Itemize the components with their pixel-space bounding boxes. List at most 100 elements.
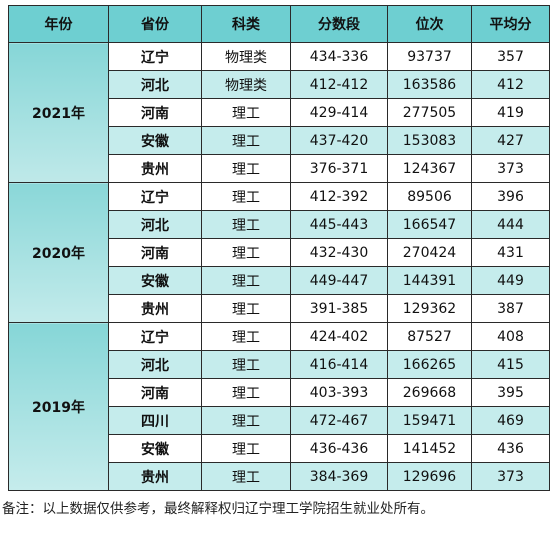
average-cell: 427	[471, 126, 550, 155]
category-cell: 理工	[201, 350, 291, 379]
average-cell: 419	[471, 98, 550, 127]
rank-cell: 129362	[387, 294, 472, 323]
score-range-cell: 445-443	[290, 210, 388, 239]
table-body: 2021年 辽宁 物理类 434-336 93737 357 河北 物理类 412-412 163…	[8, 42, 550, 491]
category-cell: 理工	[201, 98, 291, 127]
table-row: 2020年 辽宁 理工 412-392 89506 396	[8, 182, 550, 323]
footnote: 备注：以上数据仅供参考，最终解释权归辽宁理工学院招生就业处所有。	[2, 501, 434, 517]
average-cell: 373	[471, 154, 550, 183]
admission-score-table: 年份 省份 科类 分数段 位次 平均分 2021年 辽宁 物理类 434-336 937…	[8, 5, 550, 491]
table-row: 河北 理工 445-443 166547 444	[9, 210, 550, 239]
rank-cell: 141452	[387, 434, 472, 463]
rank-cell: 159471	[387, 406, 472, 435]
score-range-cell: 432-430	[290, 238, 388, 267]
province-cell: 辽宁	[108, 322, 202, 351]
score-range-cell: 412-392	[290, 182, 388, 211]
rank-cell: 163586	[387, 70, 472, 99]
rank-cell: 124367	[387, 154, 472, 183]
score-range-cell: 436-436	[290, 434, 388, 463]
score-range-cell: 437-420	[290, 126, 388, 155]
average-cell: 357	[471, 42, 550, 71]
average-cell: 387	[471, 294, 550, 323]
score-range-cell: 384-369	[290, 462, 388, 491]
score-range-cell: 416-414	[290, 350, 388, 379]
score-range-cell: 434-336	[290, 42, 388, 71]
province-cell: 河北	[108, 350, 202, 379]
score-range-cell: 403-393	[290, 378, 388, 407]
province-cell: 河南	[108, 98, 202, 127]
category-cell: 理工	[201, 378, 291, 407]
province-cell: 贵州	[108, 294, 202, 323]
average-cell: 395	[471, 378, 550, 407]
province-cell: 河北	[108, 70, 202, 99]
header-category: 科类	[201, 5, 291, 43]
province-cell: 贵州	[108, 154, 202, 183]
year-cell: 2020年	[8, 182, 109, 323]
province-cell: 安徽	[108, 434, 202, 463]
average-cell: 469	[471, 406, 550, 435]
rank-cell: 129696	[387, 462, 472, 491]
province-cell: 安徽	[108, 266, 202, 295]
table-row: 贵州 理工 391-385 129362 387	[9, 294, 550, 323]
category-cell: 理工	[201, 294, 291, 323]
category-cell: 物理类	[201, 42, 291, 71]
table-row: 河北 理工 416-414 166265 415	[9, 350, 550, 379]
province-cell: 河南	[108, 238, 202, 267]
year-cell: 2019年	[8, 322, 109, 491]
table-row: 安徽 理工 437-420 153083 427	[9, 126, 550, 155]
rank-cell: 93737	[387, 42, 472, 71]
category-cell: 理工	[201, 322, 291, 351]
average-cell: 449	[471, 266, 550, 295]
average-cell: 415	[471, 350, 550, 379]
table-row: 2021年 辽宁 物理类 434-336 93737 357	[8, 42, 550, 183]
category-cell: 理工	[201, 238, 291, 267]
score-range-cell: 412-412	[290, 70, 388, 99]
province-cell: 河北	[108, 210, 202, 239]
average-cell: 373	[471, 462, 550, 491]
category-cell: 理工	[201, 434, 291, 463]
category-cell: 理工	[201, 266, 291, 295]
year-cell: 2021年	[8, 42, 109, 183]
category-cell: 理工	[201, 154, 291, 183]
score-range-cell: 429-414	[290, 98, 388, 127]
category-cell: 理工	[201, 182, 291, 211]
table-row: 四川 理工 472-467 159471 469	[9, 406, 550, 435]
score-range-cell: 391-385	[290, 294, 388, 323]
rank-cell: 277505	[387, 98, 472, 127]
header-score-range: 分数段	[290, 5, 388, 43]
table-row: 河北 物理类 412-412 163586 412	[9, 70, 550, 99]
score-range-cell: 376-371	[290, 154, 388, 183]
average-cell: 396	[471, 182, 550, 211]
rank-cell: 166547	[387, 210, 472, 239]
table-row: 贵州 理工 376-371 124367 373	[9, 154, 550, 183]
rank-cell: 270424	[387, 238, 472, 267]
score-range-cell: 472-467	[290, 406, 388, 435]
rank-cell: 166265	[387, 350, 472, 379]
table-row: 河南 理工 429-414 277505 419	[9, 98, 550, 127]
table-row: 安徽 理工 449-447 144391 449	[9, 266, 550, 295]
province-cell: 贵州	[108, 462, 202, 491]
province-cell: 安徽	[108, 126, 202, 155]
province-cell: 辽宁	[108, 182, 202, 211]
rank-cell: 144391	[387, 266, 472, 295]
average-cell: 431	[471, 238, 550, 267]
rank-cell: 269668	[387, 378, 472, 407]
average-cell: 408	[471, 322, 550, 351]
rank-cell: 89506	[387, 182, 472, 211]
score-range-cell: 449-447	[290, 266, 388, 295]
table-row: 2019年 辽宁 理工 424-402 87527 408	[8, 322, 550, 491]
category-cell: 理工	[201, 126, 291, 155]
rank-cell: 87527	[387, 322, 472, 351]
category-cell: 理工	[201, 462, 291, 491]
average-cell: 436	[471, 434, 550, 463]
header-average: 平均分	[471, 5, 550, 43]
rank-cell: 153083	[387, 126, 472, 155]
category-cell: 物理类	[201, 70, 291, 99]
header-year: 年份	[8, 5, 109, 43]
province-cell: 辽宁	[108, 42, 202, 71]
table-row: 安徽 理工 436-436 141452 436	[9, 434, 550, 463]
category-cell: 理工	[201, 406, 291, 435]
header-province: 省份	[108, 5, 202, 43]
table-row: 贵州 理工 384-369 129696 373	[9, 462, 550, 491]
category-cell: 理工	[201, 210, 291, 239]
